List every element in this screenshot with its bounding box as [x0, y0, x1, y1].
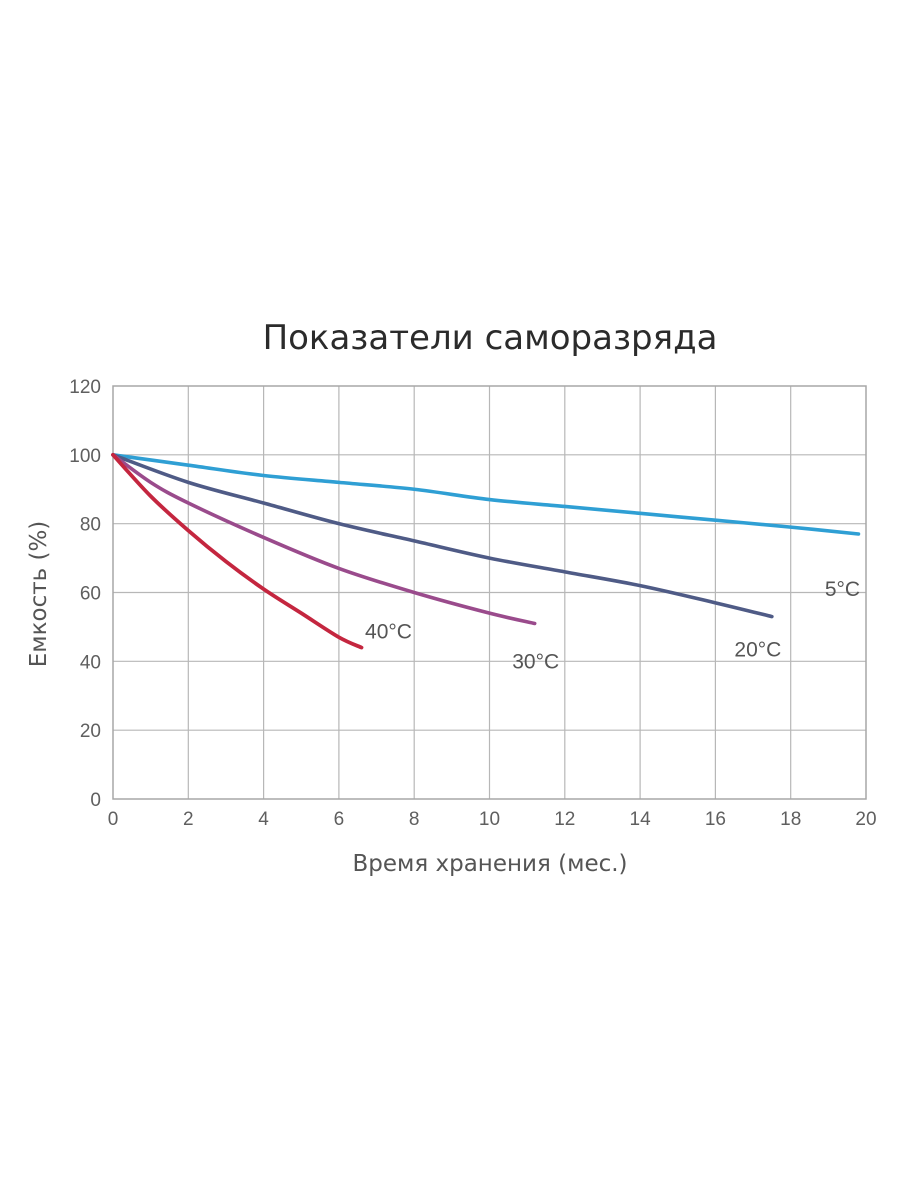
x-tick-label: 12 [554, 809, 575, 830]
series-label: 20°C [734, 639, 781, 662]
grid-lines [113, 386, 866, 799]
series-line-30-Cc [111, 453, 537, 626]
plot-frame [112, 385, 867, 800]
y-tick-label: 20 [80, 721, 101, 742]
series-line-5-Cc [111, 453, 861, 536]
y-tick-label: 120 [69, 377, 101, 398]
x-tick-label: 8 [409, 809, 420, 830]
x-tick-label: 4 [258, 809, 269, 830]
y-tick-label: 60 [80, 584, 101, 605]
y-axis-label: Емкость (%) [26, 521, 52, 668]
x-tick-label: 2 [183, 809, 194, 830]
y-tick-label: 80 [80, 515, 101, 536]
series-labels: 5°C 20°C 30°C 40°C [365, 578, 860, 673]
chart-title: Показатели саморазряда [263, 318, 718, 358]
axis-ticks: 0 2 4 6 8 10 12 14 16 18 20 0 20 40 60 80 100 120 [69, 377, 876, 830]
x-tick-label: 14 [630, 809, 652, 830]
x-tick-label: 18 [780, 809, 801, 830]
x-tick-label: 10 [479, 809, 500, 830]
series-label: 30°C [512, 650, 559, 673]
x-tick-label: 6 [334, 809, 345, 830]
y-tick-label: 100 [69, 446, 101, 467]
y-tick-label: 0 [90, 790, 101, 811]
x-tick-label: 16 [705, 809, 726, 830]
x-tick-label: 0 [108, 809, 119, 830]
series-label: 5°C [825, 578, 860, 601]
x-axis-label: Время хранения (мес.) [352, 851, 627, 877]
series-line-20-Cc [111, 453, 774, 619]
series-line-40-Cc [111, 452, 364, 650]
series-label: 40°C [365, 621, 412, 644]
series-lines [111, 452, 861, 650]
y-tick-label: 40 [80, 652, 101, 673]
x-tick-label: 20 [855, 809, 876, 830]
